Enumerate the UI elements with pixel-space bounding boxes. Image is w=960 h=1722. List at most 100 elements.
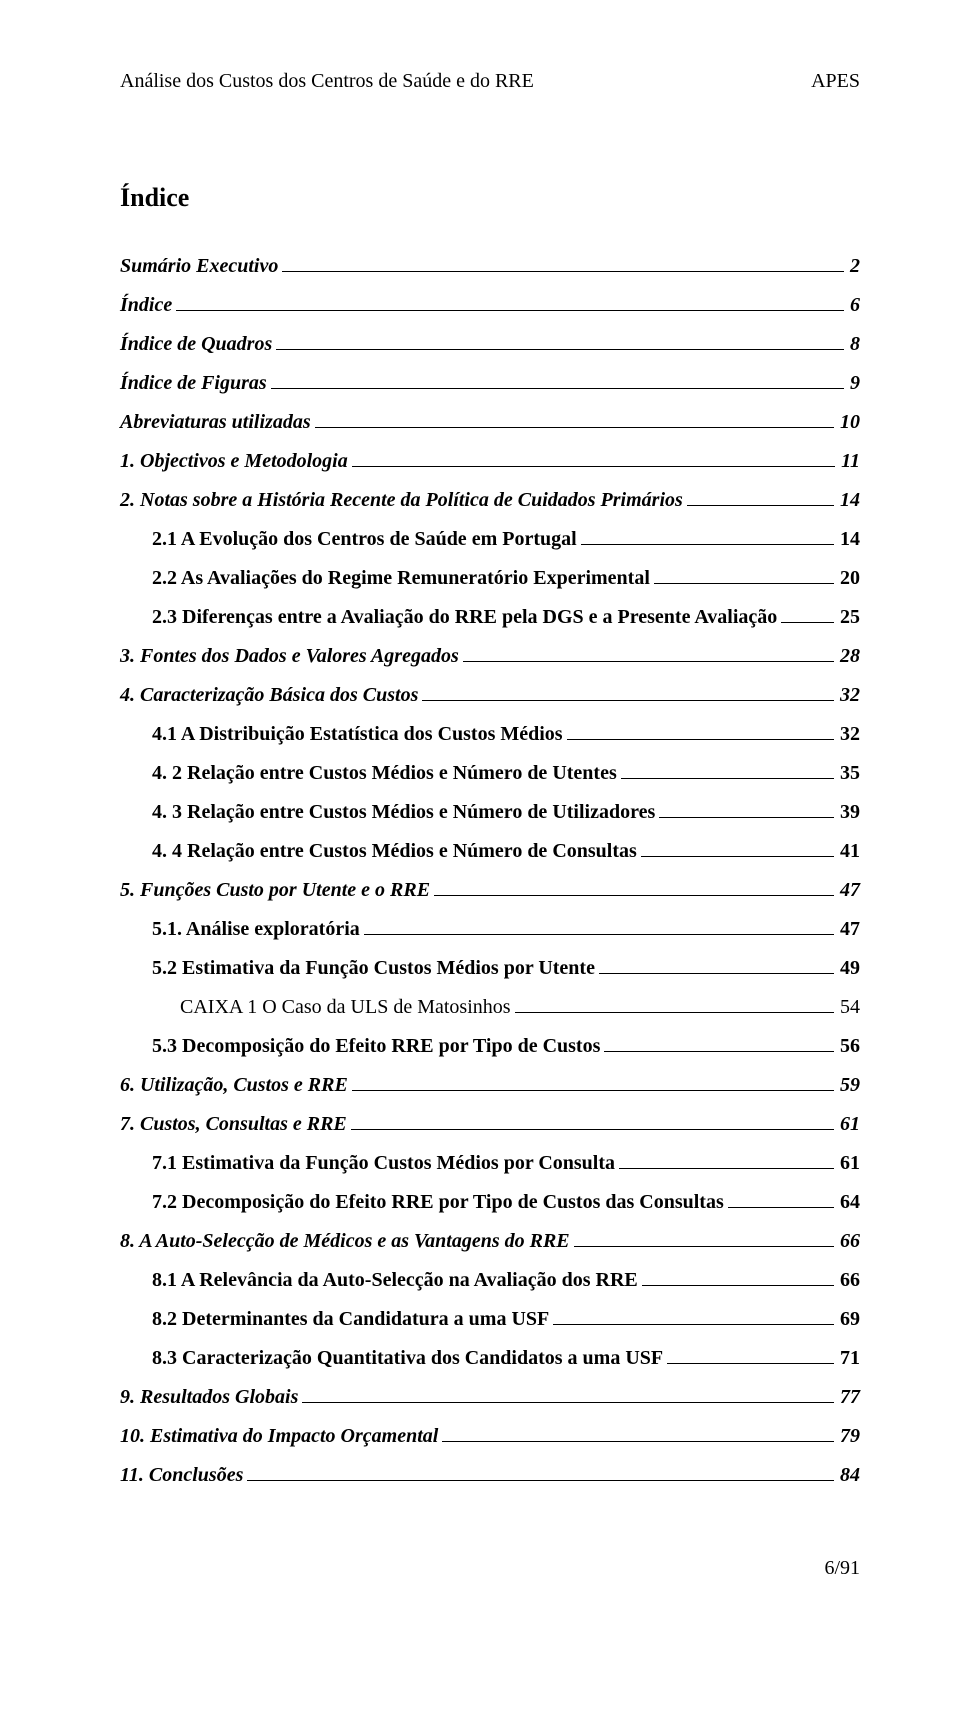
table-of-contents: Sumário Executivo 2 Índice 6 Índice de Quadr…: [120, 253, 860, 1487]
toc-leader: [352, 1072, 834, 1091]
toc-leader: [781, 604, 834, 623]
toc-leader: [351, 1111, 834, 1130]
toc-row: 8. A Auto-Selecção de Médicos e as Vanta…: [120, 1228, 860, 1253]
toc-label: 2.2 As Avaliações do Regime Remuneratóri…: [152, 567, 650, 590]
toc-leader: [553, 1306, 834, 1325]
toc-page-number: 56: [840, 1035, 860, 1058]
toc-leader: [667, 1345, 834, 1364]
page-header: Análise dos Custos dos Centros de Saúde …: [120, 70, 860, 93]
toc-row: 3. Fontes dos Dados e Valores Agregados2…: [120, 643, 860, 668]
toc-leader: [271, 370, 844, 389]
toc-label: 4. 4 Relação entre Custos Médios e Númer…: [152, 840, 637, 863]
toc-row: 11. Conclusões84: [120, 1462, 860, 1487]
toc-page-number: 84: [840, 1464, 860, 1487]
toc-row: 7.2 Decomposição do Efeito RRE por Tipo …: [152, 1189, 860, 1214]
toc-label: Sumário Executivo: [120, 255, 278, 278]
toc-label: 8.3 Caracterização Quantitativa dos Cand…: [152, 1347, 663, 1370]
toc-label: Índice: [120, 294, 172, 317]
toc-label: 4. Caracterização Básica dos Custos: [120, 684, 418, 707]
toc-page-number: 64: [840, 1191, 860, 1214]
toc-row: 5. Funções Custo por Utente e o RRE47: [120, 877, 860, 902]
toc-label: 5.2 Estimativa da Função Custos Médios p…: [152, 957, 595, 980]
toc-row: 2. Notas sobre a História Recente da Pol…: [120, 487, 860, 512]
toc-page-number: 6: [850, 294, 860, 317]
toc-leader: [434, 877, 834, 896]
toc-row: 2.3 Diferenças entre a Avaliação do RRE …: [152, 604, 860, 629]
toc-page-number: 39: [840, 801, 860, 824]
toc-page-number: 9: [850, 372, 860, 395]
toc-label: Índice de Quadros: [120, 333, 272, 356]
toc-leader: [687, 487, 834, 506]
page-title: Índice: [120, 183, 860, 213]
toc-row: 4. 3 Relação entre Custos Médios e Númer…: [152, 799, 860, 824]
toc-label: 7. Custos, Consultas e RRE: [120, 1113, 347, 1136]
toc-leader: [599, 955, 834, 974]
toc-leader: [442, 1423, 834, 1442]
page-footer: 6/91: [120, 1557, 860, 1580]
toc-leader: [176, 292, 844, 311]
toc-label: 1. Objectivos e Metodologia: [120, 450, 348, 473]
toc-label: 7.2 Decomposição do Efeito RRE por Tipo …: [152, 1191, 724, 1214]
toc-page-number: 11: [841, 450, 860, 473]
toc-leader: [581, 526, 834, 545]
toc-row: 7.1 Estimativa da Função Custos Médios p…: [152, 1150, 860, 1175]
toc-page-number: 66: [840, 1230, 860, 1253]
toc-row: 5.2 Estimativa da Função Custos Médios p…: [152, 955, 860, 980]
toc-leader: [642, 1267, 834, 1286]
toc-page-number: 47: [840, 918, 860, 941]
toc-label: Índice de Figuras: [120, 372, 267, 395]
toc-leader: [422, 682, 834, 701]
toc-row: 9. Resultados Globais77: [120, 1384, 860, 1409]
toc-page-number: 79: [840, 1425, 860, 1448]
toc-label: 4. 2 Relação entre Custos Médios e Númer…: [152, 762, 617, 785]
toc-page-number: 71: [840, 1347, 860, 1370]
toc-label: 10. Estimativa do Impacto Orçamental: [120, 1425, 438, 1448]
toc-page-number: 54: [840, 996, 860, 1019]
toc-leader: [463, 643, 834, 662]
toc-page-number: 14: [840, 528, 860, 551]
toc-leader: [654, 565, 834, 584]
toc-page-number: 2: [850, 255, 860, 278]
toc-label: CAIXA 1 O Caso da ULS de Matosinhos: [180, 996, 511, 1019]
toc-label: 5.3 Decomposição do Efeito RRE por Tipo …: [152, 1035, 600, 1058]
toc-row: 8.2 Determinantes da Candidatura a uma U…: [152, 1306, 860, 1331]
toc-leader: [619, 1150, 834, 1169]
header-right: APES: [811, 70, 860, 93]
toc-label: 9. Resultados Globais: [120, 1386, 298, 1409]
toc-row: 6. Utilização, Custos e RRE 59: [120, 1072, 860, 1097]
toc-row: 5.1. Análise exploratória 47: [152, 916, 860, 941]
toc-leader: [364, 916, 834, 935]
toc-leader: [276, 331, 844, 350]
toc-label: 6. Utilização, Custos e RRE: [120, 1074, 348, 1097]
toc-label: Abreviaturas utilizadas: [120, 411, 311, 434]
toc-page-number: 61: [840, 1113, 860, 1136]
toc-page-number: 61: [840, 1152, 860, 1175]
toc-leader: [515, 994, 834, 1013]
header-left: Análise dos Custos dos Centros de Saúde …: [120, 70, 534, 93]
toc-leader: [659, 799, 834, 818]
toc-leader: [247, 1462, 834, 1481]
toc-page-number: 59: [840, 1074, 860, 1097]
toc-leader: [282, 253, 844, 272]
toc-row: Índice 6: [120, 292, 860, 317]
toc-row: 4. 4 Relação entre Custos Médios e Númer…: [152, 838, 860, 863]
toc-page-number: 14: [840, 489, 860, 512]
toc-row: 4. Caracterização Básica dos Custos32: [120, 682, 860, 707]
toc-page-number: 10: [840, 411, 860, 434]
toc-row: Abreviaturas utilizadas 10: [120, 409, 860, 434]
toc-page-number: 49: [840, 957, 860, 980]
toc-label: 2. Notas sobre a História Recente da Pol…: [120, 489, 683, 512]
toc-leader: [302, 1384, 834, 1403]
toc-row: 10. Estimativa do Impacto Orçamental 79: [120, 1423, 860, 1448]
toc-row: 2.2 As Avaliações do Regime Remuneratóri…: [152, 565, 860, 590]
toc-row: 8.1 A Relevância da Auto-Selecção na Ava…: [152, 1267, 860, 1292]
toc-row: Índice de Quadros8: [120, 331, 860, 356]
toc-row: 4. 2 Relação entre Custos Médios e Númer…: [152, 760, 860, 785]
toc-label: 2.1 A Evolução dos Centros de Saúde em P…: [152, 528, 577, 551]
toc-label: 5.1. Análise exploratória: [152, 918, 360, 941]
toc-row: 8.3 Caracterização Quantitativa dos Cand…: [152, 1345, 860, 1370]
toc-leader: [621, 760, 834, 779]
toc-label: 2.3 Diferenças entre a Avaliação do RRE …: [152, 606, 777, 629]
toc-row: 4.1 A Distribuição Estatística dos Custo…: [152, 721, 860, 746]
toc-leader: [604, 1033, 834, 1052]
